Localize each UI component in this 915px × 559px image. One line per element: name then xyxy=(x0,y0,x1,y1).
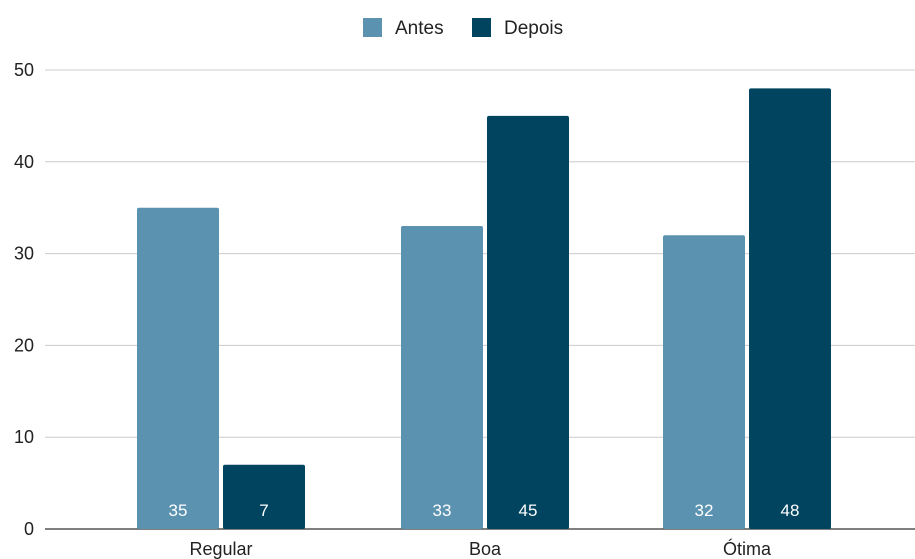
legend-label-depois: Depois xyxy=(504,18,563,39)
legend: Antes Depois xyxy=(363,18,563,39)
data-label: 7 xyxy=(259,501,268,520)
y-tick-label: 0 xyxy=(24,519,34,539)
bar-antes-ótima xyxy=(663,235,745,530)
bar-antes-boa xyxy=(401,226,483,529)
bar-depois-boa xyxy=(487,115,569,530)
y-tick-label: 50 xyxy=(14,60,34,80)
bar-depois-regular xyxy=(223,464,305,529)
data-label: 33 xyxy=(433,501,452,520)
bars xyxy=(137,88,831,530)
y-tick-label: 40 xyxy=(14,152,34,172)
y-tick-label: 10 xyxy=(14,427,34,447)
legend-label-antes: Antes xyxy=(395,18,444,39)
legend-swatch-depois xyxy=(472,18,491,37)
x-tick-label: Regular xyxy=(189,539,252,559)
data-label: 48 xyxy=(781,501,800,520)
x-tick-label: Boa xyxy=(469,539,502,559)
x-axis-labels: Regular Boa Ótima xyxy=(189,538,772,559)
legend-swatch-antes xyxy=(363,18,382,37)
bar-depois-ótima xyxy=(749,88,831,530)
bar-antes-regular xyxy=(137,207,219,529)
data-label: 35 xyxy=(169,501,188,520)
data-labels: 35 7 33 45 32 48 xyxy=(169,501,800,520)
data-label: 32 xyxy=(695,501,714,520)
y-tick-label: 20 xyxy=(14,335,34,355)
y-axis-ticks: 0 10 20 30 40 50 xyxy=(14,60,34,539)
x-tick-label: Ótima xyxy=(723,538,772,559)
y-tick-label: 30 xyxy=(14,244,34,264)
data-label: 45 xyxy=(519,501,538,520)
